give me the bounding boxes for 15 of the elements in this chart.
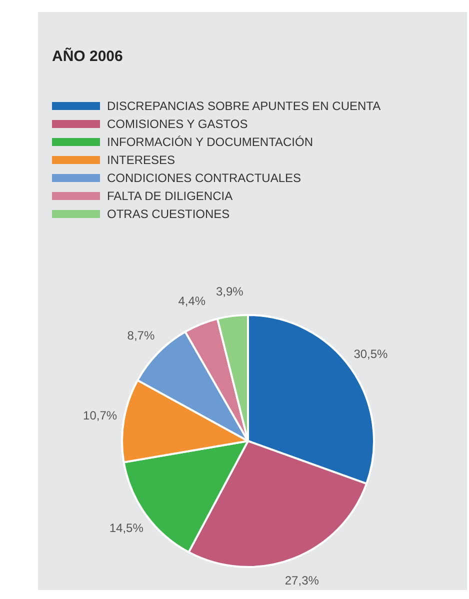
legend-label: DISCREPANCIAS SOBRE APUNTES EN CUENTA: [107, 99, 381, 113]
data-label: 4,4%: [178, 294, 206, 308]
legend-label: FALTA DE DILIGENCIA: [107, 189, 233, 203]
data-label: 8,7%: [127, 328, 155, 342]
chart-title: AÑO 2006: [52, 48, 123, 65]
legend-label: CONDICIONES CONTRACTUALES: [107, 171, 302, 185]
data-label: 27,3%: [284, 573, 320, 588]
data-label: 30,5%: [354, 347, 388, 362]
legend-label: OTRAS CUESTIONES: [107, 207, 230, 221]
legend-label: INTERESES: [107, 153, 176, 167]
legend-label: INFORMACIÓN Y DOCUMENTACIÓN: [107, 135, 314, 149]
data-label: 3,9%: [216, 284, 244, 298]
data-label: 14,5%: [109, 521, 144, 536]
data-label: 10,7%: [83, 408, 118, 422]
legend-label: COMISIONES Y GASTOS: [107, 117, 248, 131]
